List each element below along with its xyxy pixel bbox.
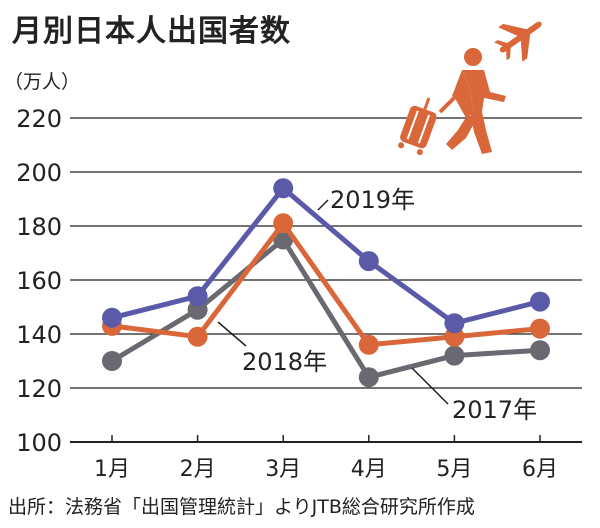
x-tick-label: 3月 <box>265 457 301 482</box>
label-leader-line <box>411 367 449 405</box>
x-tick-label: 5月 <box>436 457 472 482</box>
series-label: 2019年 <box>330 186 415 214</box>
x-tick-label: 2月 <box>180 457 216 482</box>
series-label: 2018年 <box>242 348 327 376</box>
y-tick-label: 200 <box>16 159 62 187</box>
y-tick-label: 120 <box>16 375 62 403</box>
y-tick-label: 220 <box>16 105 62 133</box>
series-line <box>111 220 541 348</box>
data-point <box>102 307 122 328</box>
y-axis-unit-label: （万人） <box>4 71 80 93</box>
data-point <box>530 291 550 312</box>
chart-title: 月別日本人出国者数 <box>12 14 291 49</box>
series-line <box>111 185 541 326</box>
y-tick-label: 160 <box>16 267 62 295</box>
data-point <box>530 318 550 339</box>
data-point <box>444 313 465 334</box>
data-point <box>102 351 122 371</box>
y-tick-label: 140 <box>16 321 62 349</box>
data-point <box>358 334 379 355</box>
x-tick-label: 6月 <box>522 457 558 482</box>
x-tick-label: 1月 <box>94 457 130 482</box>
series-line <box>110 237 541 380</box>
y-tick-labels: 100 120 140 160 180 200 220 <box>16 105 62 457</box>
data-point <box>273 178 294 199</box>
series-label: 2017年 <box>452 396 537 424</box>
data-point <box>273 213 294 234</box>
x-tick-label: 4月 <box>351 457 387 482</box>
data-point <box>358 367 379 388</box>
label-leader-line <box>217 321 247 347</box>
source-note: 出所：法務省「出国管理統計」よりJTB総合研究所作成 <box>8 496 475 518</box>
data-point <box>187 286 208 307</box>
data-point <box>187 326 208 347</box>
y-tick-label: 180 <box>16 213 62 241</box>
airplane-icon <box>494 21 542 62</box>
series-group <box>102 178 550 388</box>
data-point <box>444 345 465 366</box>
traveler-with-suitcase-icon <box>398 48 506 156</box>
series-labels: 2017年 2018年 2019年 <box>217 186 537 424</box>
data-point <box>358 251 379 272</box>
label-leader-line <box>317 199 329 211</box>
y-tick-label: 100 <box>16 429 62 457</box>
x-tick-labels: 1月 2月 3月 4月 5月 6月 <box>94 435 558 482</box>
data-point <box>530 340 550 361</box>
